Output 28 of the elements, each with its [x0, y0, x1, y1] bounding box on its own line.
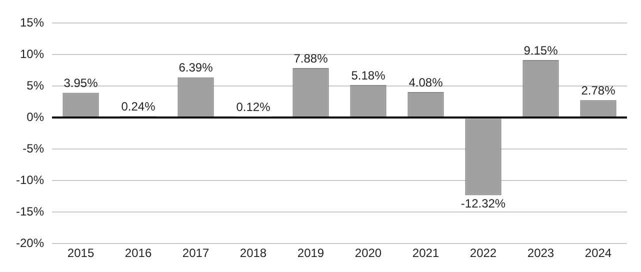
data-label: 0.12%	[236, 100, 271, 114]
y-tick-label: 10%	[20, 47, 44, 61]
x-tick-label: 2019	[297, 246, 324, 260]
data-label: 7.88%	[294, 51, 328, 66]
data-label: 6.39%	[178, 60, 214, 75]
data-label: 5.18%	[351, 68, 386, 82]
data-label: 9.15%	[524, 43, 558, 58]
y-tick-label: -5%	[22, 141, 44, 156]
x-tick-label: 2015	[67, 246, 94, 260]
x-tick-label: 2020	[354, 246, 382, 260]
x-tick-label: 2023	[527, 246, 554, 260]
x-tick-label: 2016	[124, 246, 152, 260]
data-label: 4.08%	[408, 75, 444, 90]
x-tick-label: 2017	[182, 246, 210, 260]
data-label: 0.24%	[121, 99, 156, 114]
x-tick-label: 2021	[412, 246, 440, 260]
y-tick-label: -20%	[16, 236, 44, 250]
y-tick-label: -10%	[16, 172, 44, 187]
x-tick-label: 2024	[584, 246, 612, 260]
data-label: 2.78%	[581, 83, 616, 98]
y-tick-label: 15%	[20, 16, 44, 30]
y-tick-label: 5%	[26, 78, 44, 92]
x-tick-label: 2018	[240, 246, 267, 260]
data-label: -12.32%	[460, 196, 506, 211]
y-tick-label: 0%	[26, 110, 44, 124]
data-label: 3.95%	[64, 76, 98, 90]
x-tick-label: 2022	[470, 246, 497, 260]
y-tick-label: -15%	[16, 204, 44, 218]
